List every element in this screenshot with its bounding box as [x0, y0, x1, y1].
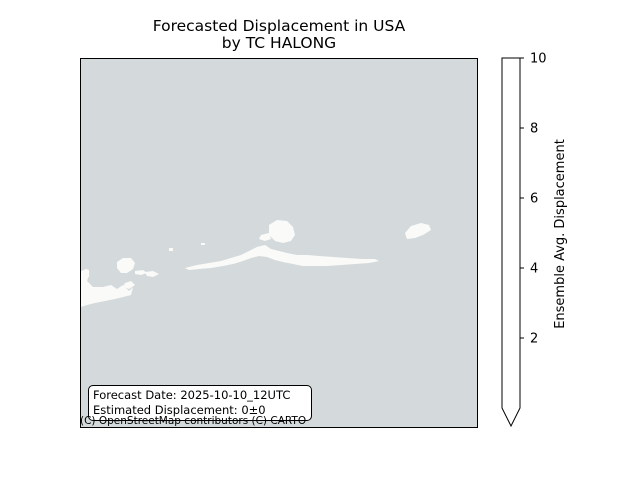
- ocean-background: [81, 59, 477, 427]
- colorbar-tick-label: 8: [530, 122, 538, 137]
- land-masses: [81, 220, 431, 307]
- colorbar-tick-label: 6: [530, 192, 538, 207]
- chart-title-line2: by TC HALONG: [221, 34, 337, 52]
- island-central-small: [259, 233, 271, 241]
- map-canvas: [81, 59, 477, 427]
- map-attribution: (C) OpenStreetMap contributors (C) CARTO: [80, 415, 307, 427]
- colorbar-canvas: 2 4 6 8 10 Ensemble Avg. Displacement: [501, 52, 568, 428]
- island-small-left-1: [84, 269, 89, 277]
- estimated-displacement-text: Estimated Displacement: 0±0: [93, 403, 266, 417]
- island-small-left-2: [135, 270, 147, 275]
- colorbar-body: [501, 57, 521, 428]
- colorbar-ticks: 2 4 6 8 10: [520, 52, 547, 347]
- island-chain-left: [81, 269, 133, 307]
- island-right: [405, 223, 431, 239]
- forecast-info-box: Forecast Date: 2025-10-10_12UTC Estimate…: [88, 385, 312, 421]
- chart-title-line1: Forecasted Displacement in USA: [152, 17, 406, 35]
- island-large-central: [269, 220, 295, 243]
- island-small-left-4: [123, 281, 135, 289]
- island-tiny-central: [201, 243, 205, 245]
- colorbar-tick-label: 4: [530, 262, 538, 277]
- colorbar: 2 4 6 8 10 Ensemble Avg. Displacement: [490, 50, 630, 440]
- forecast-date-text: Forecast Date: 2025-10-10_12UTC: [93, 388, 291, 402]
- map-panel[interactable]: [80, 58, 478, 428]
- island-tiny-left: [169, 248, 173, 251]
- island-small-left-3: [145, 271, 159, 277]
- island-chain-central: [185, 245, 379, 270]
- colorbar-tick-label: 2: [530, 332, 538, 347]
- island-mid-left: [117, 258, 135, 273]
- colorbar-tick-label: 10: [530, 52, 547, 67]
- colorbar-label: Ensemble Avg. Displacement: [553, 139, 568, 329]
